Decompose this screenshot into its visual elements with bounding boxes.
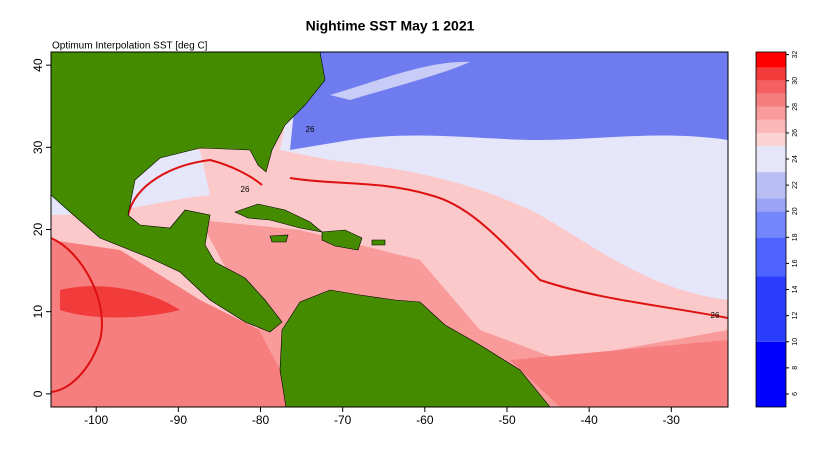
colorbar-band	[756, 80, 786, 94]
chart-title: Nightime SST May 1 2021	[306, 18, 475, 34]
x-tick-label: -100	[84, 413, 108, 427]
y-tick-label: 40	[31, 58, 45, 72]
x-tick-label: -60	[416, 413, 434, 427]
puerto-rico	[371, 239, 386, 246]
y-tick-label: 30	[31, 140, 45, 154]
x-tick-label: -40	[580, 413, 598, 427]
colorbar-tick-label: 6	[792, 392, 799, 396]
colorbar-tick-label: 30	[792, 77, 799, 85]
map-field	[51, 52, 728, 407]
colorbar-band	[756, 106, 786, 120]
colorbar-band	[756, 276, 786, 342]
y-tick-label: 0	[31, 390, 45, 397]
atlantic-warm	[510, 340, 728, 407]
colorbar-band	[756, 172, 786, 199]
colorbar-tick-label: 12	[792, 312, 799, 320]
colorbar-tick-label: 32	[792, 51, 799, 59]
y-tick-label: 20	[31, 223, 45, 237]
north-america	[51, 52, 326, 333]
colorbar-band	[756, 237, 786, 277]
south-america	[279, 289, 551, 407]
colorbar-tick-label: 20	[792, 207, 799, 215]
x-tick-label: -80	[252, 413, 270, 427]
contour-label: 26	[241, 185, 250, 194]
colorbar-band	[756, 211, 786, 238]
isotherm-26	[51, 158, 728, 393]
jamaica	[269, 234, 289, 243]
colorbar-frame	[755, 51, 787, 408]
pacific-hot	[60, 286, 180, 318]
colorbar-band	[756, 132, 786, 146]
colorbar-band	[756, 341, 786, 407]
colorbar-tick-label: 18	[792, 233, 799, 241]
colorbar-tick-label: 10	[792, 338, 799, 346]
chart-subtitle: Optimum Interpolation SST [deg C]	[52, 41, 208, 52]
colorbar-tick-label: 26	[792, 129, 799, 137]
colorbar-tick-label: 8	[792, 366, 799, 370]
colorbar-band	[756, 93, 786, 107]
contour-label: 26	[306, 125, 315, 134]
colorbar-band	[756, 67, 786, 81]
gulf-stream	[330, 61, 470, 100]
colorbar-tick-label: 14	[792, 286, 799, 294]
colorbar-band	[756, 198, 786, 212]
contour-label: 26	[711, 311, 720, 320]
x-tick-label: -90	[170, 413, 188, 427]
pacific-warm	[51, 240, 300, 407]
colorbar-tick-label: 22	[792, 181, 799, 189]
colorbar-band	[756, 52, 786, 68]
colorbar-band	[756, 119, 786, 133]
colorbar-tick-label: 28	[792, 103, 799, 111]
hispaniola	[321, 229, 363, 251]
x-tick-label: -70	[334, 413, 352, 427]
colorbar-tick-label: 24	[792, 155, 799, 163]
x-tick-label: -50	[498, 413, 516, 427]
colorbar-band	[756, 145, 786, 173]
colorbar-tick-label: 16	[792, 259, 799, 267]
ocean-cold	[290, 52, 728, 150]
y-tick-label: 10	[31, 305, 45, 319]
x-tick-label: -30	[663, 413, 681, 427]
